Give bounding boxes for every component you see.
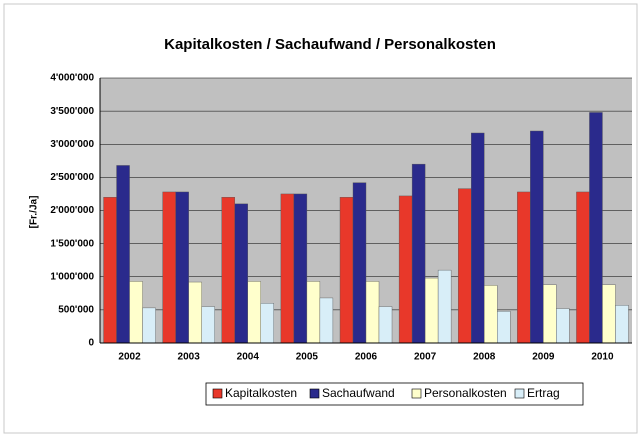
bar [280, 193, 295, 344]
bar [103, 197, 117, 344]
y-tick-label: 1'500'000 [50, 238, 94, 249]
bar [411, 163, 426, 344]
y-tick-label: 2'500'000 [50, 172, 94, 183]
bar [339, 197, 354, 344]
legend-box [205, 382, 584, 406]
bar [458, 188, 472, 344]
bar [293, 193, 308, 344]
x-tick-label: 2004 [237, 352, 260, 363]
bar [260, 303, 274, 344]
bar [517, 191, 531, 344]
bar [437, 269, 452, 344]
bar [530, 130, 544, 344]
y-tick-label: 3'000'000 [50, 139, 94, 150]
bar [201, 306, 215, 344]
x-tick-label: 2010 [591, 352, 614, 363]
y-tick-label: 0 [88, 338, 94, 349]
bar [576, 191, 590, 344]
bar [352, 182, 367, 344]
bar [424, 277, 439, 344]
legend-swatch [411, 388, 422, 399]
bar [602, 284, 616, 344]
bar [142, 307, 156, 344]
bar [471, 132, 485, 344]
x-tick-label: 2005 [296, 352, 319, 363]
bar [543, 284, 557, 344]
legend-label: Personalkosten [424, 386, 507, 400]
bar [589, 112, 603, 344]
x-tick-label: 2006 [355, 352, 378, 363]
bar [398, 195, 413, 344]
bar [306, 281, 321, 344]
bar [175, 191, 189, 344]
y-tick-label: 4'000'000 [50, 73, 94, 84]
y-tick-label: 500'000 [58, 305, 94, 316]
bar [247, 281, 261, 344]
bar [188, 281, 202, 344]
legend-label: Ertrag [527, 386, 560, 400]
x-tick-label: 2008 [473, 352, 496, 363]
x-tick-label: 2002 [118, 352, 141, 363]
bar [556, 308, 570, 344]
x-tick-label: 2003 [178, 352, 201, 363]
bar [116, 165, 130, 344]
bar [365, 281, 380, 344]
bar [484, 285, 498, 344]
bar [221, 197, 235, 344]
y-axis-label: [Fr./Ja] [29, 196, 40, 229]
y-tick-label: 2'000'000 [50, 205, 94, 216]
legend-label: Kapitalkosten [225, 386, 297, 400]
bar [497, 311, 511, 344]
legend-swatch [309, 388, 320, 399]
bar [378, 306, 393, 344]
y-tick-label: 1'000'000 [50, 271, 94, 282]
bar [129, 281, 143, 344]
legend-label: Sachaufwand [322, 386, 395, 400]
legend-swatch [212, 388, 223, 399]
x-tick-label: 2007 [414, 352, 437, 363]
bar [615, 305, 629, 344]
bar [234, 203, 248, 344]
bar [162, 191, 176, 344]
legend-swatch [514, 388, 525, 399]
chart-title: Kapitalkosten / Sachaufwand / Personalko… [164, 36, 496, 53]
bar [319, 297, 334, 344]
x-tick-label: 2009 [532, 352, 555, 363]
y-tick-label: 3'500'000 [50, 106, 94, 117]
